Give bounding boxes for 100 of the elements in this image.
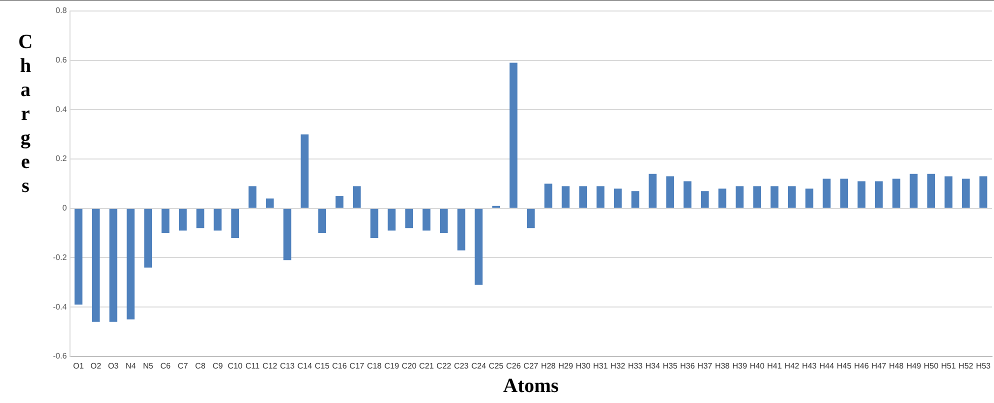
x-tick-label: H51 <box>941 361 956 370</box>
bar <box>858 181 866 208</box>
bar <box>979 176 988 208</box>
x-tick-label: C18 <box>366 361 382 370</box>
x-tick-label: C14 <box>297 361 313 370</box>
bar <box>248 186 256 208</box>
x-tick-label: H40 <box>750 361 765 370</box>
y-axis-title: Charges <box>14 31 36 199</box>
bar <box>422 208 430 231</box>
bar <box>318 208 326 234</box>
bar <box>544 184 552 208</box>
bar <box>910 174 918 208</box>
x-tick-label: O3 <box>108 361 120 370</box>
x-tick-label: C17 <box>350 361 365 370</box>
y-tick-label: 0.2 <box>56 154 68 164</box>
x-tick-label: C20 <box>402 361 417 370</box>
bar <box>126 208 135 320</box>
x-tick-label: H48 <box>888 361 904 370</box>
x-tick-label: C9 <box>212 361 224 370</box>
x-tick-label: H45 <box>836 361 852 370</box>
bar <box>962 178 970 208</box>
x-tick-label: C24 <box>471 361 487 370</box>
bar <box>370 208 378 238</box>
bar <box>162 208 170 234</box>
x-tick-label: H42 <box>784 361 800 370</box>
y-tick-label: 0.6 <box>56 56 68 65</box>
bar <box>822 178 831 208</box>
x-tick-label: O2 <box>90 361 102 370</box>
x-tick-label: C26 <box>506 361 522 370</box>
bar <box>109 208 118 322</box>
bar <box>388 208 396 231</box>
bar <box>196 208 204 228</box>
x-tick-label: H41 <box>767 361 782 370</box>
x-tick-label: H34 <box>645 361 661 370</box>
x-tick-label: C13 <box>280 361 296 370</box>
bar <box>300 134 309 208</box>
bar <box>92 208 100 322</box>
x-tick-label: H37 <box>698 361 713 370</box>
x-tick-label: H36 <box>680 361 696 370</box>
x-tick-label: C25 <box>488 361 504 370</box>
bar <box>336 196 344 208</box>
bar <box>736 186 744 208</box>
bar <box>700 191 709 208</box>
x-tick-label: O1 <box>73 361 84 370</box>
x-axis-title: Atoms <box>503 375 559 398</box>
bar <box>631 191 640 208</box>
bar <box>753 186 762 208</box>
y-tick-label: -0.2 <box>52 252 68 262</box>
x-tick-label: H47 <box>872 361 887 370</box>
bar <box>944 176 952 208</box>
bar <box>214 208 222 231</box>
x-tick-label: H49 <box>906 361 922 370</box>
bar <box>788 186 796 208</box>
bar <box>718 188 726 208</box>
bar <box>352 186 361 208</box>
bar <box>144 208 152 268</box>
bar <box>74 208 82 305</box>
bar <box>510 62 518 208</box>
x-tick-label: C19 <box>384 361 400 370</box>
bar <box>648 174 657 208</box>
bar <box>562 186 570 208</box>
bar <box>231 208 240 238</box>
y-tick-label: -0.4 <box>52 302 68 312</box>
x-tick-label: C6 <box>160 361 172 370</box>
bar <box>892 178 900 208</box>
x-tick-label: C11 <box>245 361 260 370</box>
bar <box>474 208 483 285</box>
x-tick-label: C7 <box>178 361 189 370</box>
bar <box>457 208 466 250</box>
x-tick-label: H28 <box>540 361 556 370</box>
x-tick-label: C15 <box>314 361 330 370</box>
x-tick-label: H50 <box>924 361 939 370</box>
bar <box>684 181 692 208</box>
x-tick-label: H46 <box>854 361 870 370</box>
x-tick-label: C8 <box>195 361 206 370</box>
x-tick-label: H39 <box>732 361 748 370</box>
bar <box>596 186 604 208</box>
bar <box>770 186 778 208</box>
bar <box>526 208 535 228</box>
x-tick-label: C27 <box>524 361 539 370</box>
x-tick-label: H29 <box>558 361 574 370</box>
x-tick-label: H35 <box>662 361 678 370</box>
bar <box>405 208 414 228</box>
bar <box>283 208 292 260</box>
bar <box>666 176 674 208</box>
x-tick-label: H30 <box>576 361 591 370</box>
bar <box>840 178 848 208</box>
x-tick-label: C16 <box>332 361 348 370</box>
bar <box>927 174 936 208</box>
x-tick-label: C21 <box>419 361 434 370</box>
x-tick-label: N5 <box>142 361 154 370</box>
x-tick-label: H43 <box>802 361 818 370</box>
x-tick-label: H38 <box>714 361 730 370</box>
x-tick-label: C22 <box>436 361 452 370</box>
bar <box>440 208 448 234</box>
bar <box>614 188 622 208</box>
y-tick-label: 0.8 <box>56 6 68 16</box>
x-tick-label: C12 <box>262 361 278 370</box>
y-tick-label: -0.6 <box>52 352 68 361</box>
y-tick-label: 0 <box>62 204 68 213</box>
